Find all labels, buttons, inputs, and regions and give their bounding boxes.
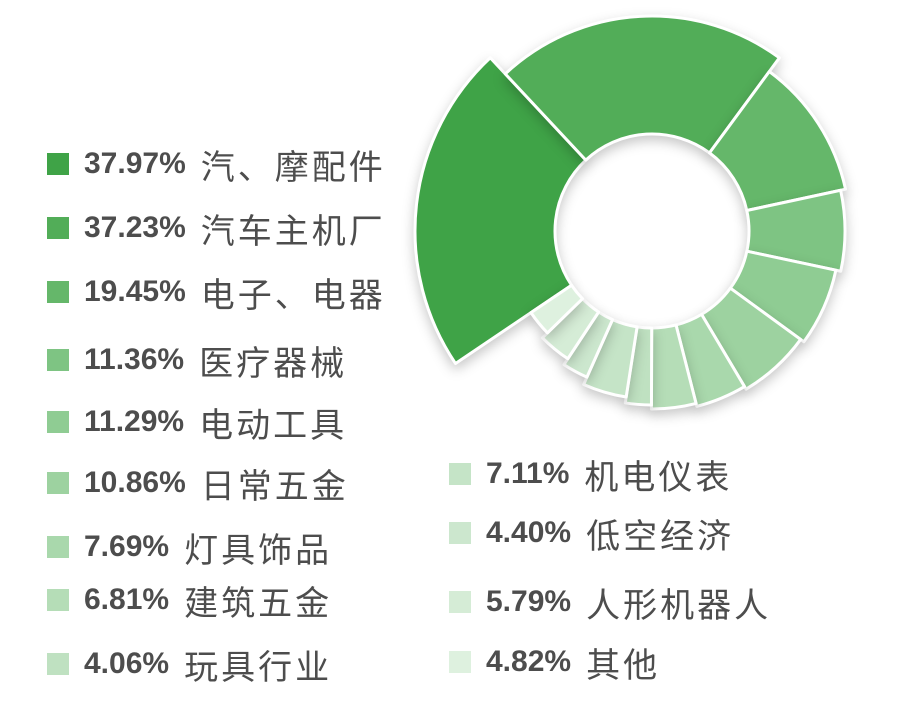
legend-label: 玩具行业	[184, 648, 333, 687]
legend-label: 人形机器人	[586, 586, 772, 625]
legend-swatch	[449, 591, 471, 613]
legend-item-qi-mo-peijian[interactable]: 37.97% 汽、摩配件	[47, 142, 386, 187]
legend-swatch	[47, 349, 69, 371]
legend-item-qita[interactable]: 4.82% 其他	[449, 640, 661, 685]
legend-swatch	[47, 281, 69, 303]
legend-swatch	[47, 536, 69, 558]
legend-item-diandong-gongju[interactable]: 11.29% 电动工具	[47, 400, 348, 445]
legend-swatch	[47, 217, 69, 239]
legend-label: 其他	[586, 646, 661, 685]
legend-percent: 7.11%	[486, 457, 570, 490]
legend-item-richang-wujin[interactable]: 10.86% 日常五金	[47, 461, 349, 506]
legend-percent: 11.29%	[84, 405, 185, 438]
legend-percent: 6.81%	[84, 583, 170, 616]
legend-percent: 19.45%	[84, 275, 186, 308]
legend-label: 低空经济	[586, 517, 735, 556]
legend-swatch	[47, 153, 69, 175]
legend-swatch	[47, 589, 69, 611]
legend-percent: 11.36%	[84, 343, 185, 376]
donut-sector-9[interactable]	[582, 318, 639, 399]
donut-sector-11[interactable]	[540, 297, 601, 361]
donut-sector-4[interactable]	[728, 249, 838, 344]
legend-percent: 7.69%	[84, 530, 170, 563]
legend-item-yiliao-qixie[interactable]: 11.36% 医疗器械	[47, 338, 348, 383]
legend-item-renxing-jiqiren[interactable]: 5.79% 人形机器人	[449, 580, 772, 625]
legend-swatch	[47, 653, 69, 675]
legend-label: 建筑五金	[184, 584, 333, 623]
donut-sector-3[interactable]	[745, 188, 847, 273]
donut-sector-8[interactable]	[623, 325, 654, 407]
legend-percent: 37.23%	[84, 211, 186, 244]
legend-label: 电动工具	[199, 406, 348, 445]
legend-item-dikong-jingji[interactable]: 4.40% 低空经济	[449, 511, 735, 556]
donut-sector-5[interactable]	[700, 286, 803, 391]
legend-label: 汽车主机厂	[200, 212, 386, 251]
legend-percent: 4.06%	[84, 647, 170, 680]
legend-percent: 37.97%	[84, 147, 186, 180]
legend-percent: 4.40%	[486, 516, 572, 549]
donut-sector-2[interactable]	[707, 70, 848, 213]
legend-item-jianzhu-wujin[interactable]: 6.81% 建筑五金	[47, 578, 333, 623]
legend-label: 灯具饰品	[184, 531, 333, 570]
legend-item-qiche-zhujichang[interactable]: 37.23% 汽车主机厂	[47, 206, 386, 251]
legend-label: 汽、摩配件	[200, 148, 386, 187]
legend-item-wanju-hangye[interactable]: 4.06% 玩具行业	[47, 642, 333, 687]
legend-percent: 10.86%	[84, 466, 186, 499]
legend-label: 医疗器械	[199, 344, 348, 383]
legend-swatch	[449, 522, 471, 544]
donut-sector-7[interactable]	[649, 323, 698, 411]
legend-swatch	[47, 472, 69, 494]
legend-item-jidian-yibiao[interactable]: 7.11% 机电仪表	[449, 452, 733, 497]
legend-item-dengju-shipin[interactable]: 7.69% 灯具饰品	[47, 525, 333, 570]
legend-swatch	[449, 651, 471, 673]
donut-sector-6[interactable]	[674, 312, 747, 408]
donut-sector-12[interactable]	[529, 283, 585, 335]
donut-sector-0[interactable]	[413, 56, 588, 366]
donut-sector-1[interactable]	[503, 14, 781, 162]
legend-percent: 5.79%	[486, 585, 572, 618]
donut-sector-10[interactable]	[562, 310, 615, 379]
legend-label: 电子、电器	[200, 276, 386, 315]
legend-swatch	[47, 411, 69, 433]
legend-label: 机电仪表	[584, 458, 733, 497]
legend-label: 日常五金	[200, 467, 349, 506]
legend-percent: 4.82%	[486, 645, 572, 678]
legend-item-dianzi-dianqi[interactable]: 19.45% 电子、电器	[47, 270, 386, 315]
legend-swatch	[449, 463, 471, 485]
